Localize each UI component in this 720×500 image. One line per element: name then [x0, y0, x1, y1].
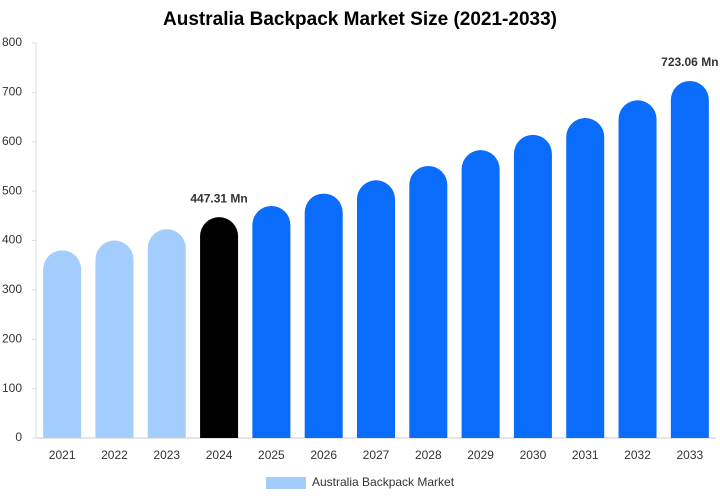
x-tick-label: 2025 [258, 448, 285, 462]
value-label: 723.06 Mn [661, 55, 718, 69]
bar [200, 217, 239, 438]
bar [566, 118, 605, 439]
x-tick-label: 2022 [101, 448, 128, 462]
bar [513, 134, 552, 438]
x-tick-label: 2021 [49, 448, 76, 462]
chart-title: Australia Backpack Market Size (2021-203… [163, 9, 557, 30]
bar [357, 180, 395, 438]
y-tick-label: 100 [2, 381, 22, 395]
x-tick-label: 2027 [363, 448, 390, 462]
y-tick-label: 700 [2, 85, 22, 99]
bar [95, 240, 134, 438]
x-tick-label: 2032 [624, 448, 651, 462]
x-tick-label: 2026 [310, 448, 337, 462]
y-tick-label: 200 [2, 331, 22, 345]
value-label: 447.31 Mn [190, 191, 247, 205]
y-tick-label: 600 [2, 134, 22, 148]
bar [304, 193, 343, 438]
y-tick-label: 300 [2, 282, 22, 296]
x-tick-label: 2030 [520, 448, 547, 462]
x-tick-label: 2031 [572, 448, 599, 462]
bar [618, 100, 657, 439]
legend-label: Australia Backpack Market [312, 475, 455, 489]
x-tick-label: 2023 [153, 448, 180, 462]
legend-swatch [266, 477, 306, 489]
x-tick-label: 2029 [467, 448, 494, 462]
bar [670, 80, 709, 438]
x-tick-label: 2028 [415, 448, 442, 462]
bar [147, 229, 186, 438]
bar [409, 165, 448, 438]
x-tick-label: 2033 [676, 448, 703, 462]
y-tick-label: 800 [2, 35, 22, 49]
y-tick-label: 0 [15, 430, 22, 444]
y-tick-label: 500 [2, 183, 22, 197]
bar [43, 250, 82, 438]
bar [461, 150, 500, 439]
y-tick-label: 400 [2, 233, 22, 247]
bar [252, 205, 291, 438]
x-tick-label: 2024 [206, 448, 233, 462]
